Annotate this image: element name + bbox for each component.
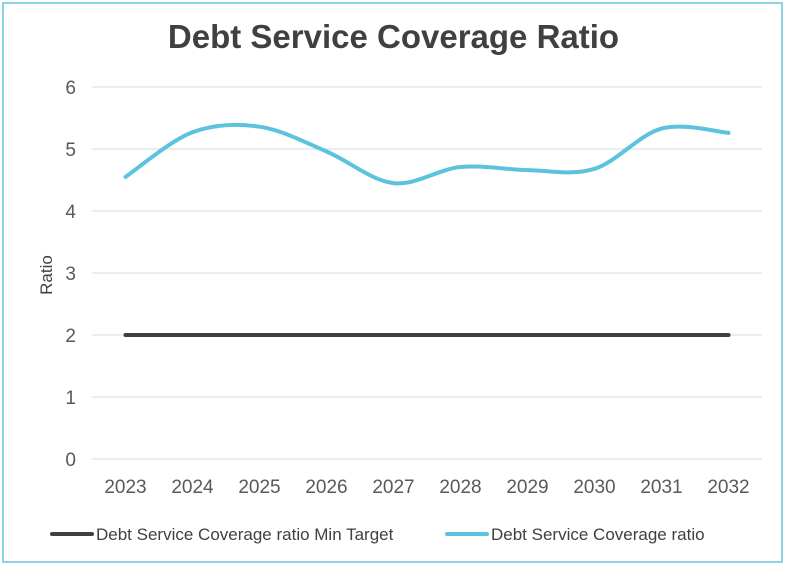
x-tick-label: 2024 xyxy=(171,477,214,498)
y-axis-label: Ratio xyxy=(37,255,56,295)
y-tick-label: 0 xyxy=(65,450,76,471)
x-tick-label: 2032 xyxy=(707,477,749,498)
x-tick-label: 2027 xyxy=(372,477,414,498)
x-tick-label: 2028 xyxy=(439,477,481,498)
x-axis-ticks: 2023 2024 2025 2026 2027 2028 2029 2030 2031 2032 xyxy=(104,477,749,498)
x-tick-label: 2026 xyxy=(305,477,347,498)
chart-title: Debt Service Coverage Ratio xyxy=(167,18,620,55)
y-tick-label: 1 xyxy=(65,388,76,409)
legend-label-1: Debt Service Coverage ratio xyxy=(491,525,705,544)
legend: Debt Service Coverage ratio Min Target De… xyxy=(50,525,705,544)
x-tick-label: 2029 xyxy=(506,477,548,498)
x-tick-label: 2031 xyxy=(640,477,682,498)
x-tick-label: 2023 xyxy=(104,477,146,498)
y-axis-ticks: 0 1 2 3 4 5 6 xyxy=(65,78,76,471)
x-tick-label: 2030 xyxy=(573,477,615,498)
y-tick-label: 3 xyxy=(65,264,76,285)
y-tick-label: 5 xyxy=(65,140,76,161)
series-line-1 xyxy=(123,122,731,186)
gridlines xyxy=(92,86,762,460)
y-tick-label: 4 xyxy=(65,202,76,223)
legend-label-0: Debt Service Coverage ratio Min Target xyxy=(96,525,394,544)
x-tick-label: 2025 xyxy=(238,477,280,498)
series-lines xyxy=(123,122,731,337)
y-tick-label: 6 xyxy=(65,78,76,99)
y-tick-label: 2 xyxy=(65,326,76,347)
